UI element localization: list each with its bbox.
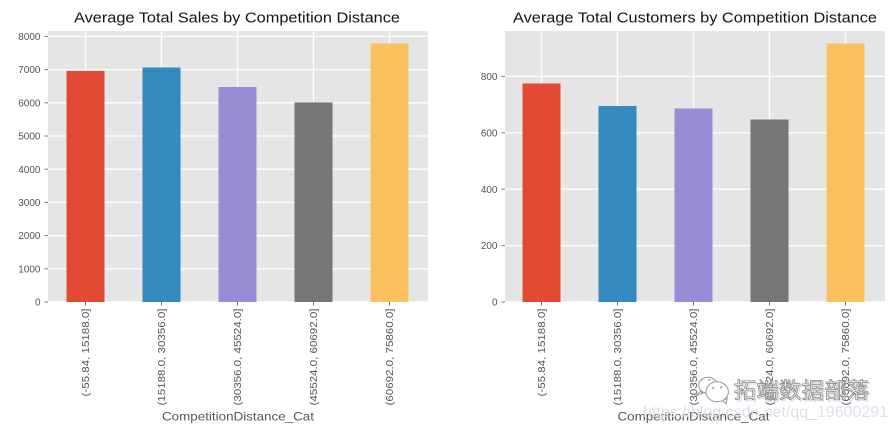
svg-text:https://blog.csdn.net/qq_19600: https://blog.csdn.net/qq_19600291 bbox=[643, 404, 888, 421]
svg-text:(60692.0, 75860.0]: (60692.0, 75860.0] bbox=[385, 308, 396, 405]
svg-text:(45524.0, 60692.0]: (45524.0, 60692.0] bbox=[309, 308, 320, 405]
svg-text:7000: 7000 bbox=[18, 65, 41, 76]
svg-text:(30356.0, 45524.0]: (30356.0, 45524.0] bbox=[689, 308, 700, 405]
svg-text:4000: 4000 bbox=[18, 165, 41, 176]
svg-text:(-55.84, 15188.0]: (-55.84, 15188.0] bbox=[537, 308, 548, 396]
svg-text:(-55.84, 15188.0]: (-55.84, 15188.0] bbox=[81, 308, 92, 396]
svg-text:8000: 8000 bbox=[18, 32, 41, 43]
svg-text:Average Total Customers by Com: Average Total Customers by Competition D… bbox=[513, 11, 877, 27]
svg-text:CompetitionDistance_Cat: CompetitionDistance_Cat bbox=[162, 410, 315, 424]
svg-text:5000: 5000 bbox=[18, 132, 41, 143]
svg-text:(15188.0, 30356.0]: (15188.0, 30356.0] bbox=[613, 308, 624, 405]
svg-text:(60692.0, 75860.0]: (60692.0, 75860.0] bbox=[841, 308, 852, 405]
svg-text:400: 400 bbox=[481, 185, 498, 196]
svg-text:(15188.0, 30356.0]: (15188.0, 30356.0] bbox=[157, 308, 168, 405]
svg-text:2000: 2000 bbox=[18, 231, 41, 242]
svg-text:(30356.0, 45524.0]: (30356.0, 45524.0] bbox=[233, 308, 244, 405]
svg-text:0: 0 bbox=[35, 298, 41, 309]
svg-text:Average Total Sales by Competi: Average Total Sales by Competition Dista… bbox=[74, 11, 400, 27]
svg-text:800: 800 bbox=[481, 72, 498, 83]
svg-text:600: 600 bbox=[481, 128, 498, 139]
svg-text:(45524.0, 60692.0]: (45524.0, 60692.0] bbox=[765, 308, 776, 405]
svg-text:6000: 6000 bbox=[18, 98, 41, 109]
svg-text:1000: 1000 bbox=[18, 264, 41, 275]
svg-text:200: 200 bbox=[481, 241, 498, 252]
svg-text:CompetitionDistance_Cat: CompetitionDistance_Cat bbox=[618, 410, 771, 424]
svg-text:3000: 3000 bbox=[18, 198, 41, 209]
svg-text:0: 0 bbox=[492, 298, 498, 309]
